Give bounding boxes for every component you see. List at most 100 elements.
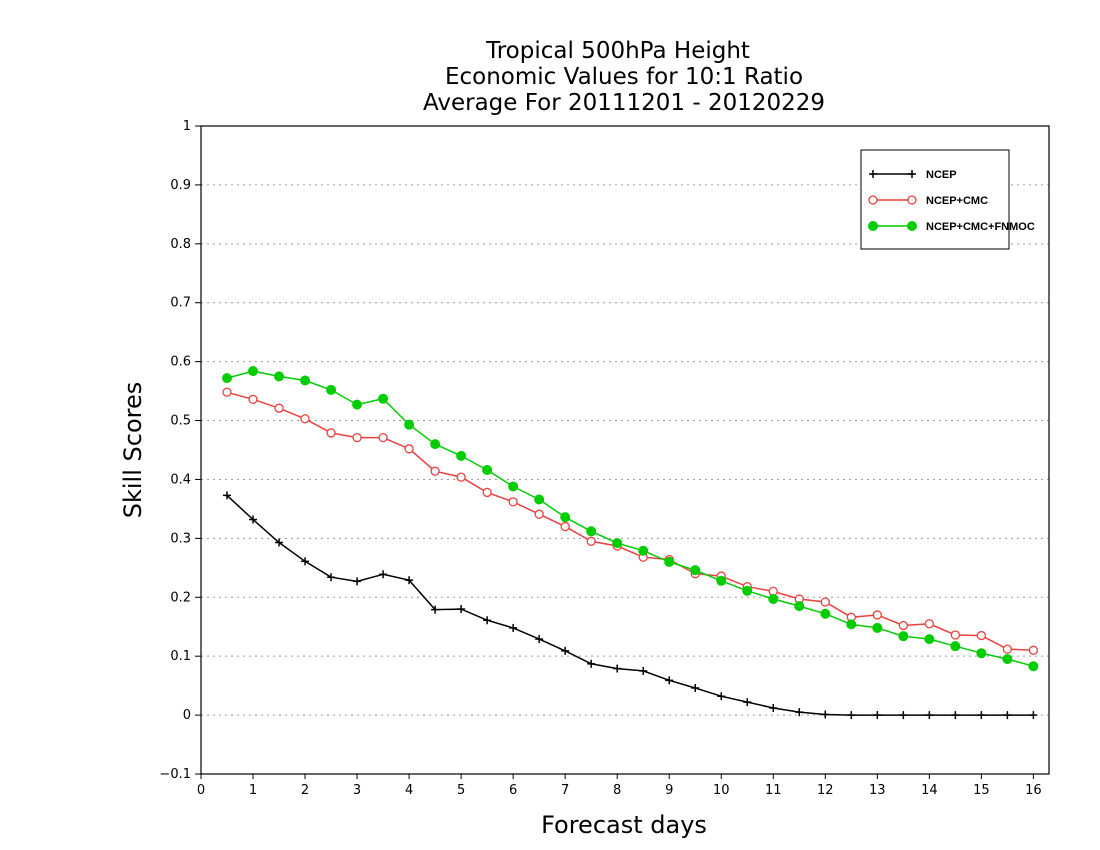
series-0	[223, 491, 1038, 720]
chart-title-line-2: Economic Values for 10:1 Ratio	[445, 64, 803, 90]
series	[222, 366, 1039, 720]
data-point	[404, 444, 414, 454]
x-tick-label: 16	[1025, 783, 1042, 798]
legend-marker	[908, 170, 916, 178]
data-point	[743, 698, 752, 707]
chart-title-line-1: Tropical 500hPa Height	[485, 38, 750, 64]
x-tick-label: 6	[509, 783, 517, 798]
y-tick-label: 0.5	[170, 414, 191, 429]
legend-marker	[868, 221, 878, 231]
data-point	[457, 605, 466, 614]
data-point	[976, 648, 987, 659]
data-point	[1003, 711, 1012, 720]
data-point	[378, 432, 388, 443]
data-point	[378, 393, 389, 404]
data-point	[326, 384, 337, 395]
data-point	[899, 711, 908, 720]
data-point	[716, 575, 727, 586]
legend-marker	[869, 170, 877, 178]
data-point	[612, 538, 623, 549]
data-point	[717, 692, 726, 701]
data-point	[327, 573, 336, 582]
data-point	[924, 634, 935, 645]
data-point	[665, 676, 674, 685]
data-point	[456, 472, 466, 482]
data-point	[431, 605, 440, 614]
data-point	[586, 526, 597, 537]
legend-items: NCEP NCEP+CMC NCEP+CMC+FNMOC	[868, 169, 1035, 233]
y-tick-label: 0.2	[170, 590, 191, 605]
data-point	[482, 487, 492, 498]
data-point	[379, 570, 388, 579]
y-axis-title: Skill Scores	[119, 382, 147, 519]
legend: NCEP NCEP+CMC NCEP+CMC+FNMOC	[860, 149, 1035, 250]
data-point	[561, 646, 570, 655]
data-point	[950, 630, 961, 640]
y-tick-label: 0.3	[170, 531, 191, 546]
data-point	[976, 630, 987, 641]
data-point	[820, 597, 830, 607]
data-point	[769, 704, 778, 713]
data-point	[405, 576, 414, 585]
x-tick-label: 1	[249, 783, 257, 798]
chart-title-line-3: Average For 20111201 - 20120229	[423, 90, 825, 116]
data-point	[274, 403, 284, 413]
y-tick-label: 1	[183, 119, 191, 134]
data-point	[508, 497, 518, 507]
y-tick-label: 0.8	[170, 237, 191, 252]
y-tick-label: 0.1	[170, 649, 191, 664]
data-point	[873, 711, 882, 720]
data-point	[924, 619, 934, 629]
data-point	[222, 387, 232, 397]
data-point	[820, 608, 831, 619]
x-tick-label: 4	[405, 783, 413, 798]
data-point	[509, 623, 518, 632]
data-point	[795, 708, 804, 717]
data-point	[872, 622, 883, 633]
data-point	[1028, 661, 1039, 672]
y-axis: −0.1 0 0.1 0.2 0.3 0.4 0.5 0.6 0.7 0.8 0.9 1	[159, 119, 201, 782]
data-point	[951, 711, 960, 720]
data-point	[301, 557, 310, 566]
x-tick-label: 5	[457, 783, 465, 798]
data-point	[326, 428, 336, 438]
data-point	[898, 631, 909, 642]
data-point	[430, 439, 441, 450]
data-point	[535, 635, 544, 644]
data-point	[794, 601, 805, 612]
x-axis: 0 1 2 3 4 5 6 7 8 9 10 11 12 13 14 15 16	[197, 774, 1042, 798]
data-point	[950, 641, 961, 652]
data-point	[456, 450, 467, 461]
data-point	[925, 711, 934, 720]
data-point	[353, 577, 362, 586]
x-tick-label: 2	[301, 783, 309, 798]
data-point	[222, 373, 233, 384]
x-tick-label: 0	[197, 783, 205, 798]
x-tick-label: 3	[353, 783, 361, 798]
data-point	[482, 465, 493, 476]
x-tick-label: 14	[921, 783, 938, 798]
data-point	[638, 545, 649, 556]
data-point	[1028, 645, 1039, 655]
data-point	[534, 494, 545, 505]
x-tick-label: 8	[613, 783, 621, 798]
data-point	[690, 565, 701, 576]
data-point	[248, 394, 258, 404]
legend-marker	[868, 195, 878, 205]
legend-marker	[907, 195, 917, 205]
data-point	[352, 399, 363, 410]
data-point	[587, 659, 596, 668]
data-point	[274, 371, 285, 382]
data-point	[821, 710, 830, 719]
series-line	[226, 494, 1034, 716]
data-point	[846, 619, 857, 630]
data-point	[223, 491, 232, 500]
data-point	[483, 616, 492, 625]
data-point	[742, 585, 753, 596]
x-tick-label: 10	[713, 783, 730, 798]
data-point	[300, 414, 310, 424]
data-point	[664, 556, 675, 567]
legend-label: NCEP	[926, 169, 957, 181]
